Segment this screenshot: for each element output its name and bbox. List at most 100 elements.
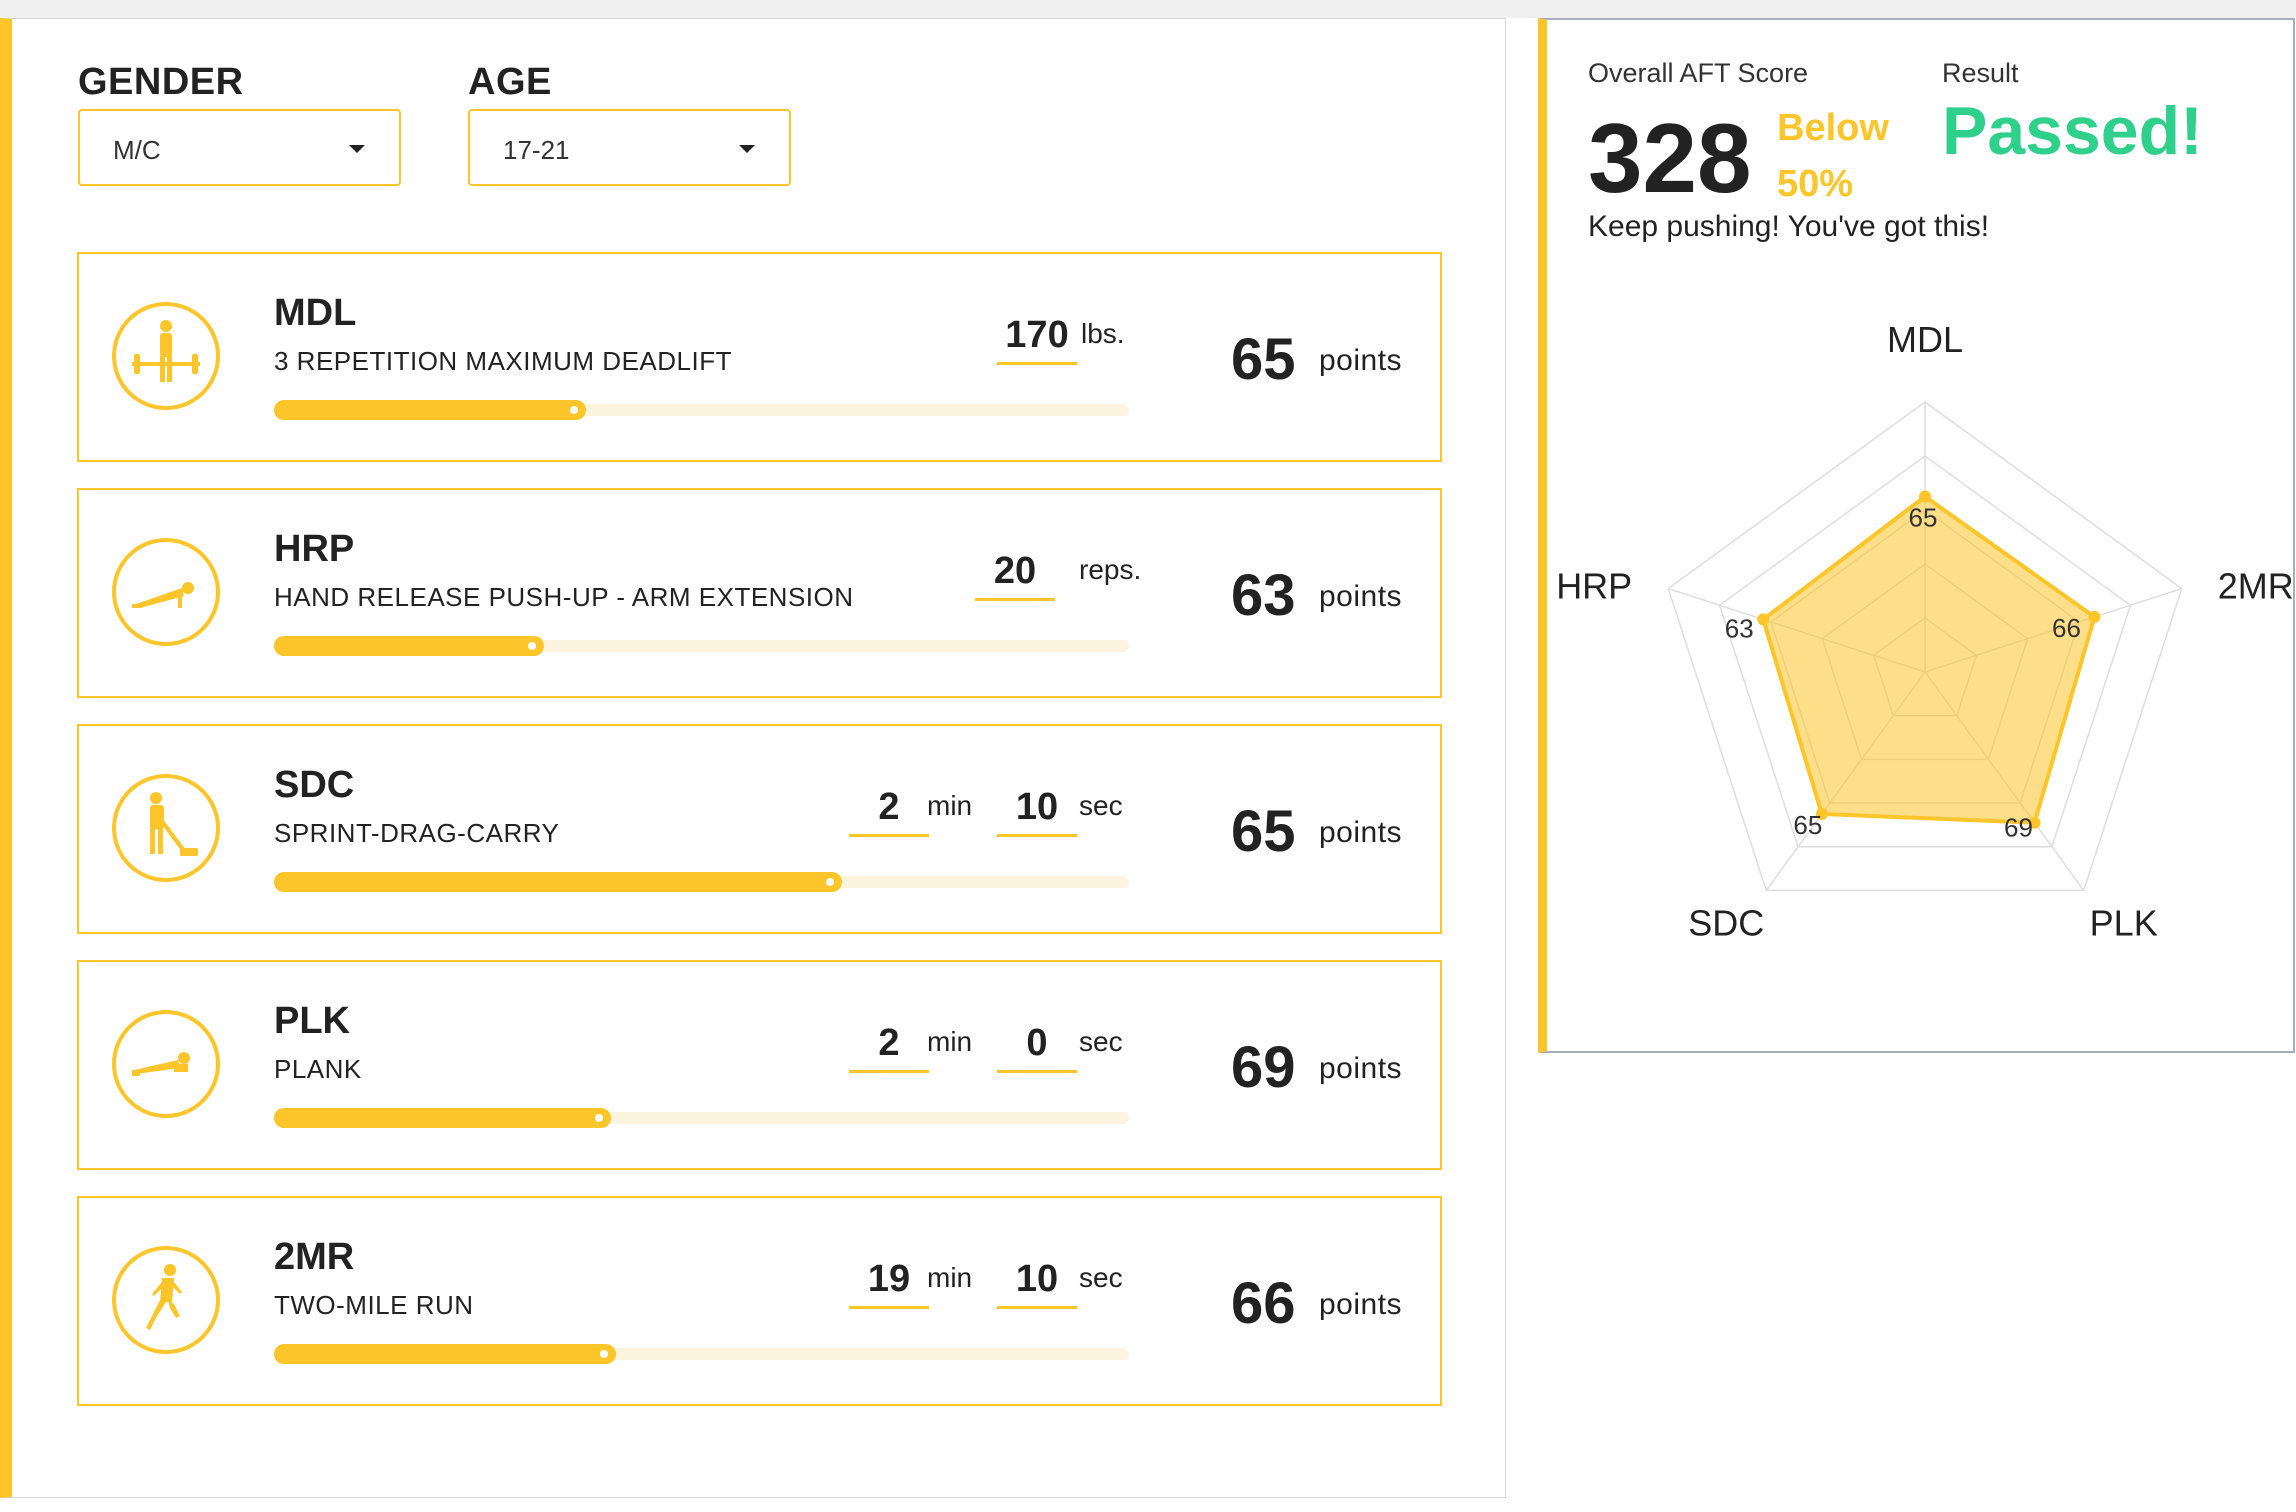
event-points: 69 bbox=[1231, 1035, 1296, 1100]
seconds-unit: sec bbox=[1079, 1262, 1123, 1293]
event-name: PLANK bbox=[274, 1054, 362, 1084]
seconds-input[interactable]: 10 bbox=[997, 784, 1077, 837]
summary-panel: Overall AFT Score Result 328 Below 50% P… bbox=[1538, 18, 2295, 1053]
points-label: points bbox=[1319, 816, 1403, 849]
gender-label: GENDER bbox=[78, 61, 244, 103]
radar-axis-label: MDL bbox=[1887, 319, 1963, 360]
event-card-plk: PLK PLANK 2 min 0 sec 69 points bbox=[77, 960, 1442, 1170]
event-points: 63 bbox=[1231, 563, 1296, 628]
progress-handle bbox=[528, 642, 536, 650]
plank-icon bbox=[112, 1010, 220, 1118]
percentile-line-1: Below bbox=[1777, 107, 1889, 149]
result-label: Result bbox=[1942, 58, 2019, 88]
event-code: 2MR bbox=[274, 1236, 355, 1278]
progress-handle bbox=[600, 1350, 608, 1358]
event-name: TWO-MILE RUN bbox=[274, 1290, 474, 1320]
minutes-unit: min bbox=[927, 1262, 973, 1293]
points-label: points bbox=[1319, 344, 1403, 377]
seconds-input[interactable]: 10 bbox=[997, 1256, 1077, 1309]
radar-value-label: 65 bbox=[1909, 503, 1938, 533]
points-label: points bbox=[1319, 1052, 1403, 1085]
score-label: Overall AFT Score bbox=[1588, 58, 1809, 88]
encouragement-message: Keep pushing! You've got this! bbox=[1588, 210, 1990, 243]
score-progress-fill bbox=[274, 400, 586, 420]
age-select[interactable]: 17-21 bbox=[468, 109, 791, 186]
radar-value-label: 69 bbox=[2004, 813, 2033, 843]
percentile: Below 50% bbox=[1777, 100, 1917, 212]
points-label: points bbox=[1319, 1288, 1403, 1321]
radar-value-label: 65 bbox=[1793, 810, 1822, 840]
score-progress-track bbox=[274, 400, 1129, 420]
score-progress-fill bbox=[274, 872, 842, 892]
score-progress-track bbox=[274, 636, 1129, 656]
seconds-unit: sec bbox=[1079, 790, 1123, 821]
event-name: SPRINT-DRAG-CARRY bbox=[274, 818, 560, 848]
radar-point bbox=[2088, 610, 2101, 623]
radar-axis-label: HRP bbox=[1556, 566, 1632, 607]
radar-chart: 65 66 69 65 63 MDL 2MR PLK SDC HRP bbox=[1556, 319, 2293, 943]
minutes-input[interactable]: 2 bbox=[849, 784, 929, 837]
sled-drag-icon bbox=[112, 774, 220, 882]
event-card-sdc: SDC SPRINT-DRAG-CARRY 2 min 10 sec 65 po… bbox=[77, 724, 1442, 934]
result-status: Passed! bbox=[1942, 93, 2203, 169]
minutes-unit: min bbox=[927, 1026, 973, 1057]
event-points: 65 bbox=[1231, 799, 1296, 864]
score-progress-fill bbox=[274, 1108, 611, 1128]
score-progress-track bbox=[274, 872, 1129, 892]
runner-icon bbox=[112, 1246, 220, 1354]
seconds-input[interactable]: 0 bbox=[997, 1020, 1077, 1073]
seconds-unit: sec bbox=[1079, 1026, 1123, 1057]
radar-grid-ring bbox=[1718, 455, 2132, 848]
event-code: PLK bbox=[274, 1000, 350, 1042]
reps-input[interactable]: 20 bbox=[975, 548, 1055, 601]
chevron-down-icon bbox=[739, 145, 755, 153]
overall-score: 328 bbox=[1588, 103, 1752, 213]
score-progress-fill bbox=[274, 1344, 616, 1364]
radar-grid-ring bbox=[1667, 401, 2183, 892]
progress-handle bbox=[570, 406, 578, 414]
radar-axis-label: 2MR bbox=[2218, 566, 2293, 607]
minutes-input[interactable]: 19 bbox=[849, 1256, 929, 1309]
radar-labels: 65 66 69 65 63 MDL 2MR PLK SDC HRP bbox=[1556, 319, 2293, 943]
score-progress-track bbox=[274, 1344, 1129, 1364]
progress-handle bbox=[826, 878, 834, 886]
event-card-mdl: MDL 3 REPETITION MAXIMUM DEADLIFT 170 lb… bbox=[77, 252, 1442, 462]
radar-point bbox=[1815, 807, 1828, 820]
event-code: SDC bbox=[274, 764, 355, 806]
event-name: 3 REPETITION MAXIMUM DEADLIFT bbox=[274, 346, 732, 376]
weight-unit: lbs. bbox=[1081, 318, 1125, 349]
radar-point bbox=[1919, 490, 1931, 503]
radar-value-label: 66 bbox=[2052, 613, 2081, 643]
progress-handle bbox=[595, 1114, 603, 1122]
event-code: MDL bbox=[274, 292, 357, 334]
weight-input[interactable]: 170 bbox=[997, 312, 1077, 365]
event-code: HRP bbox=[274, 528, 355, 570]
event-points: 66 bbox=[1231, 1271, 1296, 1336]
push-up-icon bbox=[112, 538, 220, 646]
score-progress-track bbox=[274, 1108, 1129, 1128]
minutes-unit: min bbox=[927, 790, 973, 821]
radar-series bbox=[1757, 490, 2101, 829]
radar-point bbox=[2028, 816, 2041, 829]
points-label: points bbox=[1319, 580, 1403, 613]
score-progress-fill bbox=[274, 636, 544, 656]
top-strip bbox=[0, 0, 2296, 18]
radar-axis-label: PLK bbox=[2090, 902, 2158, 943]
radar-value-label: 63 bbox=[1725, 613, 1754, 643]
radar-series-area bbox=[1760, 494, 2097, 825]
minutes-input[interactable]: 2 bbox=[849, 1020, 929, 1073]
reps-unit: reps. bbox=[1079, 554, 1142, 585]
event-points: 65 bbox=[1231, 327, 1296, 392]
age-value: 17-21 bbox=[503, 135, 570, 165]
event-name: HAND RELEASE PUSH-UP - ARM EXTENSION bbox=[274, 582, 854, 612]
radar-axis-label: SDC bbox=[1688, 902, 1764, 943]
gender-select[interactable]: M/C bbox=[78, 109, 401, 186]
gender-value: M/C bbox=[113, 135, 161, 165]
deadlift-icon bbox=[112, 302, 220, 410]
event-card-hrp: HRP HAND RELEASE PUSH-UP - ARM EXTENSION… bbox=[77, 488, 1442, 698]
chevron-down-icon bbox=[349, 145, 365, 153]
age-label: AGE bbox=[468, 61, 552, 103]
event-card-2mr: 2MR TWO-MILE RUN 19 min 10 sec 66 points bbox=[77, 1196, 1442, 1406]
radar-point bbox=[1757, 613, 1770, 626]
percentile-line-2: 50% bbox=[1777, 163, 1854, 205]
